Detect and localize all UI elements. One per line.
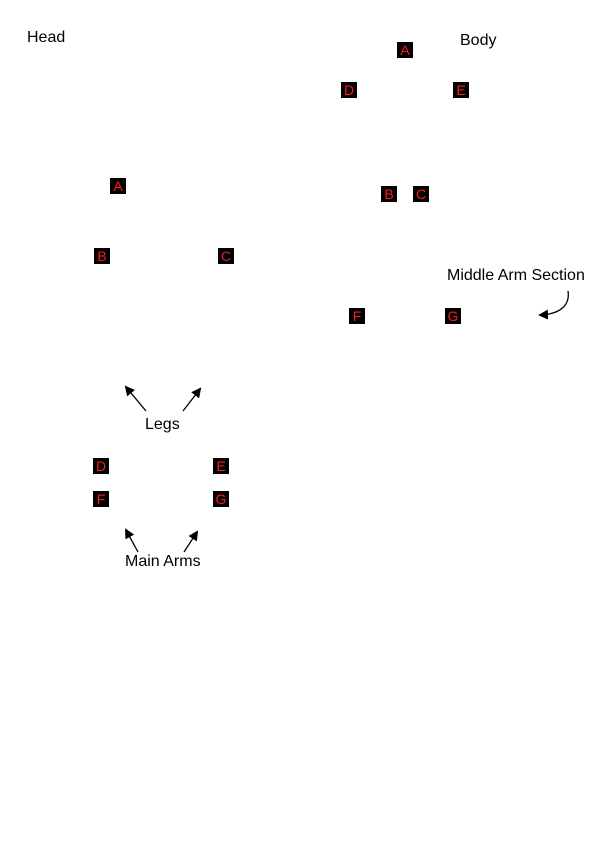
head-marker-f: F xyxy=(93,491,109,507)
middle-arm-section-label: Middle Arm Section xyxy=(447,267,585,284)
body-marker-e: E xyxy=(453,82,469,98)
legs-left-arrow xyxy=(124,385,147,412)
body-marker-g: G xyxy=(445,308,461,324)
head-marker-e: E xyxy=(213,458,229,474)
main-arms-left-arrow xyxy=(125,528,139,553)
body-title: Body xyxy=(460,32,497,49)
body-marker-a: A xyxy=(397,42,413,58)
head-marker-c: C xyxy=(218,248,234,264)
head-marker-d: D xyxy=(93,458,109,474)
head-title: Head xyxy=(27,29,66,46)
body-marker-c: C xyxy=(413,186,429,202)
head-marker-b: B xyxy=(94,248,110,264)
middle-arm-section-arrow xyxy=(538,290,569,320)
body-marker-b: B xyxy=(381,186,397,202)
main-arms-right-arrow xyxy=(183,530,199,553)
legs-label: Legs xyxy=(145,416,180,433)
body-marker-f: F xyxy=(349,308,365,324)
legs-right-arrow xyxy=(182,387,202,412)
head-marker-g: G xyxy=(213,491,229,507)
body-marker-d: D xyxy=(341,82,357,98)
main-arms-label: Main Arms xyxy=(125,553,201,570)
head-marker-a: A xyxy=(110,178,126,194)
